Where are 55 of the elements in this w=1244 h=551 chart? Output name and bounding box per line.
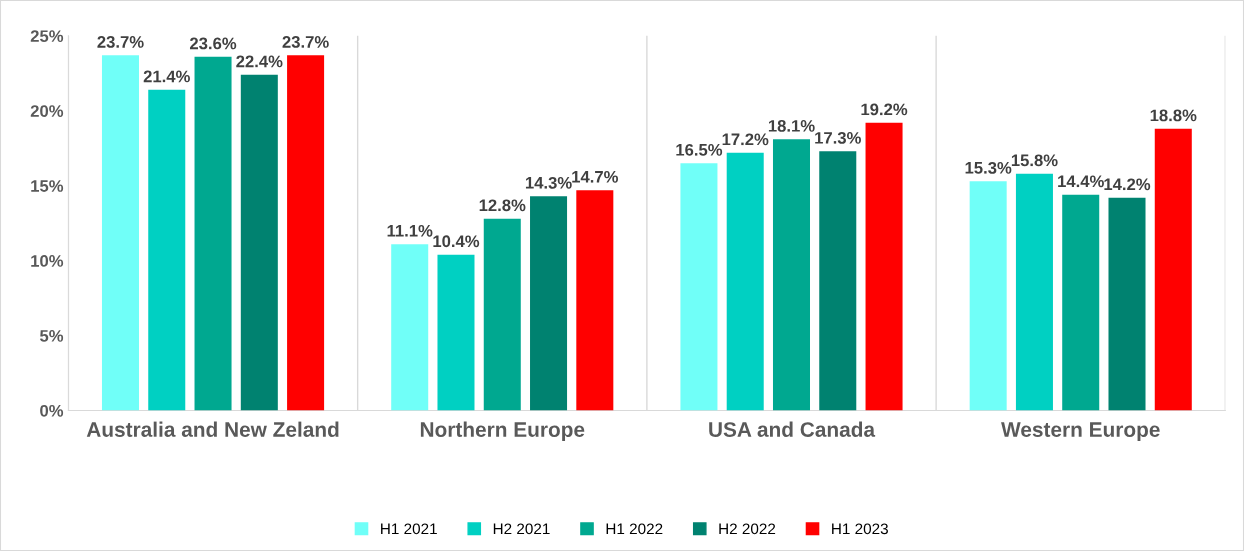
y-tick-label: 25%: [30, 30, 64, 43]
data-label: 23.7%: [97, 36, 144, 48]
data-label: 12.8%: [479, 199, 526, 212]
bar: [530, 196, 568, 411]
data-label: 18.1%: [768, 119, 815, 132]
bar: [391, 244, 429, 411]
legend-label: H2 2021: [493, 523, 550, 535]
bar: [1062, 194, 1100, 411]
data-label: 11.1%: [387, 224, 433, 237]
bar: [194, 56, 232, 411]
data-label: 17.3%: [815, 131, 861, 144]
legend-label: H1 2021: [381, 523, 437, 535]
bar: [819, 151, 857, 411]
bar: [1108, 197, 1146, 411]
y-tick-label: 15%: [31, 180, 64, 192]
data-label: 18.8%: [1150, 109, 1197, 122]
bar: [772, 139, 811, 411]
data-label: 21.4%: [143, 70, 190, 83]
data-label: 14.3%: [525, 176, 572, 189]
y-tick-label: 10%: [31, 255, 64, 267]
data-label: 16.5%: [676, 143, 723, 156]
legend-label: H1 2022: [606, 523, 663, 535]
bar: [1015, 173, 1053, 411]
data-label: 19.2%: [861, 103, 908, 116]
bar: [576, 190, 614, 411]
bar: [680, 163, 718, 411]
legend-label: H1 2023: [832, 523, 888, 535]
bar: [437, 254, 475, 411]
bar: [287, 55, 325, 411]
bar: [101, 55, 139, 411]
bar: [240, 74, 278, 411]
legend-label: H2 2022: [719, 523, 776, 535]
y-tick-label: 20%: [30, 105, 64, 117]
bar: [726, 152, 764, 411]
data-label: 15.3%: [965, 161, 1012, 174]
data-label: 22.4%: [236, 55, 283, 68]
data-label: 23.7%: [282, 36, 329, 48]
data-label: 14.7%: [572, 170, 619, 183]
bar: [483, 218, 521, 411]
y-tick-label: 5%: [39, 330, 64, 342]
data-label: 17.2%: [722, 133, 769, 146]
data-label: 14.4%: [1058, 175, 1104, 188]
bar: [1154, 128, 1192, 411]
x-tick-label: USA and Canada: [709, 421, 876, 437]
x-tick-label: Western Europe: [1001, 422, 1160, 442]
y-tick-label: 0%: [40, 404, 64, 417]
bar: [148, 89, 186, 411]
x-tick-label: Australia and New Zeland: [86, 421, 339, 437]
data-label: 15.8%: [1011, 154, 1058, 167]
data-label: 14.2%: [1104, 178, 1151, 191]
bar: [865, 122, 903, 411]
data-label: 23.6%: [189, 37, 237, 50]
data-label: 10.4%: [433, 235, 480, 248]
bar: [969, 181, 1007, 411]
x-tick-label: Northern Europe: [420, 421, 585, 442]
